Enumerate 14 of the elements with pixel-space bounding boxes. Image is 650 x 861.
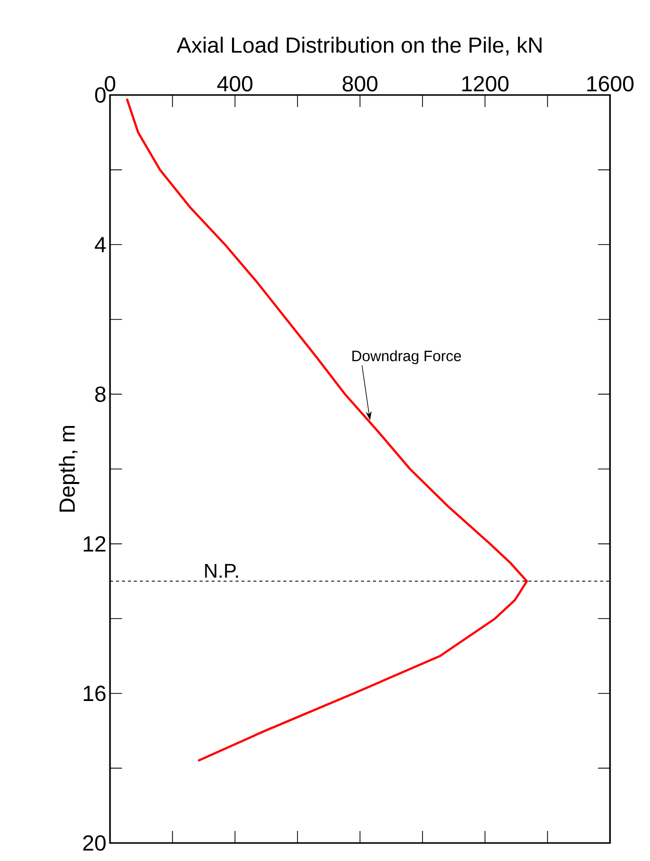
y-tick-label: 16 <box>84 686 106 702</box>
x-tick-label: 400 <box>217 76 252 92</box>
y-tick-label: 20 <box>83 835 106 851</box>
x-tick-label: 1200 <box>462 76 509 92</box>
y-tick-label: 12 <box>84 536 106 552</box>
y-tick-label: 4 <box>94 237 106 252</box>
annotation: Downdrag Force <box>352 350 461 364</box>
y-tick-label: 0 <box>95 87 106 103</box>
y-axis-title: Depth, m <box>58 426 80 512</box>
y-tick-label: 8 <box>95 386 106 402</box>
x-tick-label: 1600 <box>587 76 634 92</box>
x-tick-label: 800 <box>342 76 378 92</box>
x-axis-title: Axial Load Distribution on the Pile, kN <box>176 36 542 56</box>
ref-line-label: N.P. <box>205 564 238 578</box>
